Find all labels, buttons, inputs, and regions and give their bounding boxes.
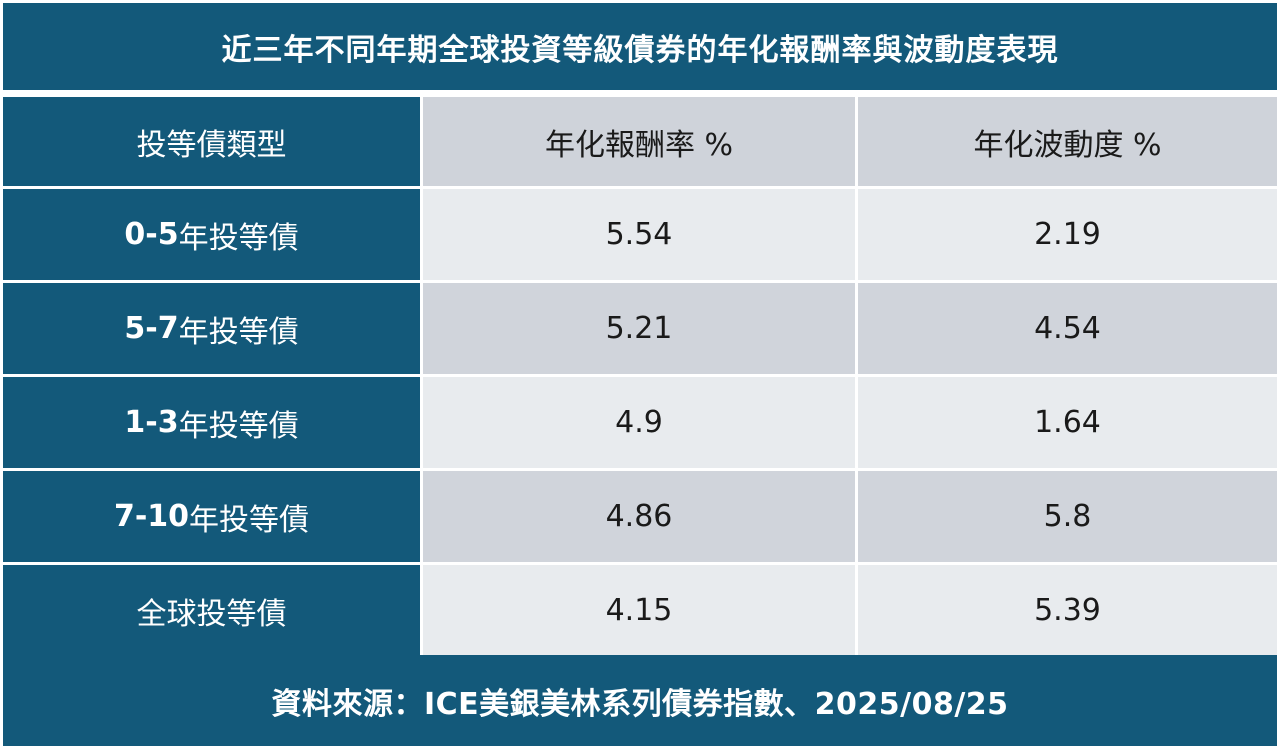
column-header-type: 投等債類型 [3, 97, 420, 186]
return-cell: 4.9 [423, 377, 855, 468]
volatility-cell: 1.64 [858, 377, 1277, 468]
column-header-volatility: 年化波動度 % [858, 97, 1277, 186]
return-cell: 4.15 [423, 565, 855, 656]
volatility-cell: 5.8 [858, 471, 1277, 562]
return-cell: 4.86 [423, 471, 855, 562]
volatility-cell: 5.39 [858, 565, 1277, 656]
row-label: 5-7 年投等債 [3, 283, 420, 374]
row-label-years: 1-3 [124, 405, 179, 440]
row-label-text: 年投等債 [178, 408, 299, 444]
row-label-text: 年投等債 [178, 220, 299, 256]
column-header-return: 年化報酬率 % [423, 97, 855, 186]
return-cell: 5.21 [423, 283, 855, 374]
row-label-years: 5-7 [124, 311, 179, 346]
row-label-text: 全球投等債 [136, 596, 287, 632]
row-label: 1-3 年投等債 [3, 377, 420, 468]
volatility-cell: 4.54 [858, 283, 1277, 374]
source-note: 資料來源：ICE美銀美林系列債券指數、2025/08/25 [3, 655, 1277, 746]
row-label: 0-5 年投等債 [3, 189, 420, 280]
return-cell: 5.54 [423, 189, 855, 280]
row-label-years: 7-10 [113, 499, 190, 534]
volatility-cell: 2.19 [858, 189, 1277, 280]
table-title: 近三年不同年期全球投資等級債券的年化報酬率與波動度表現 [3, 3, 1277, 90]
data-table: 投等債類型 年化報酬率 % 年化波動度 % 0-5 年投等債 5.54 2.19 … [3, 97, 1277, 656]
row-label-years: 0-5 [124, 217, 179, 252]
row-label-text: 年投等債 [189, 502, 310, 538]
row-label-text: 年投等債 [178, 314, 299, 350]
row-label: 7-10 年投等債 [3, 471, 420, 562]
row-label: 全球投等債 [3, 565, 420, 656]
